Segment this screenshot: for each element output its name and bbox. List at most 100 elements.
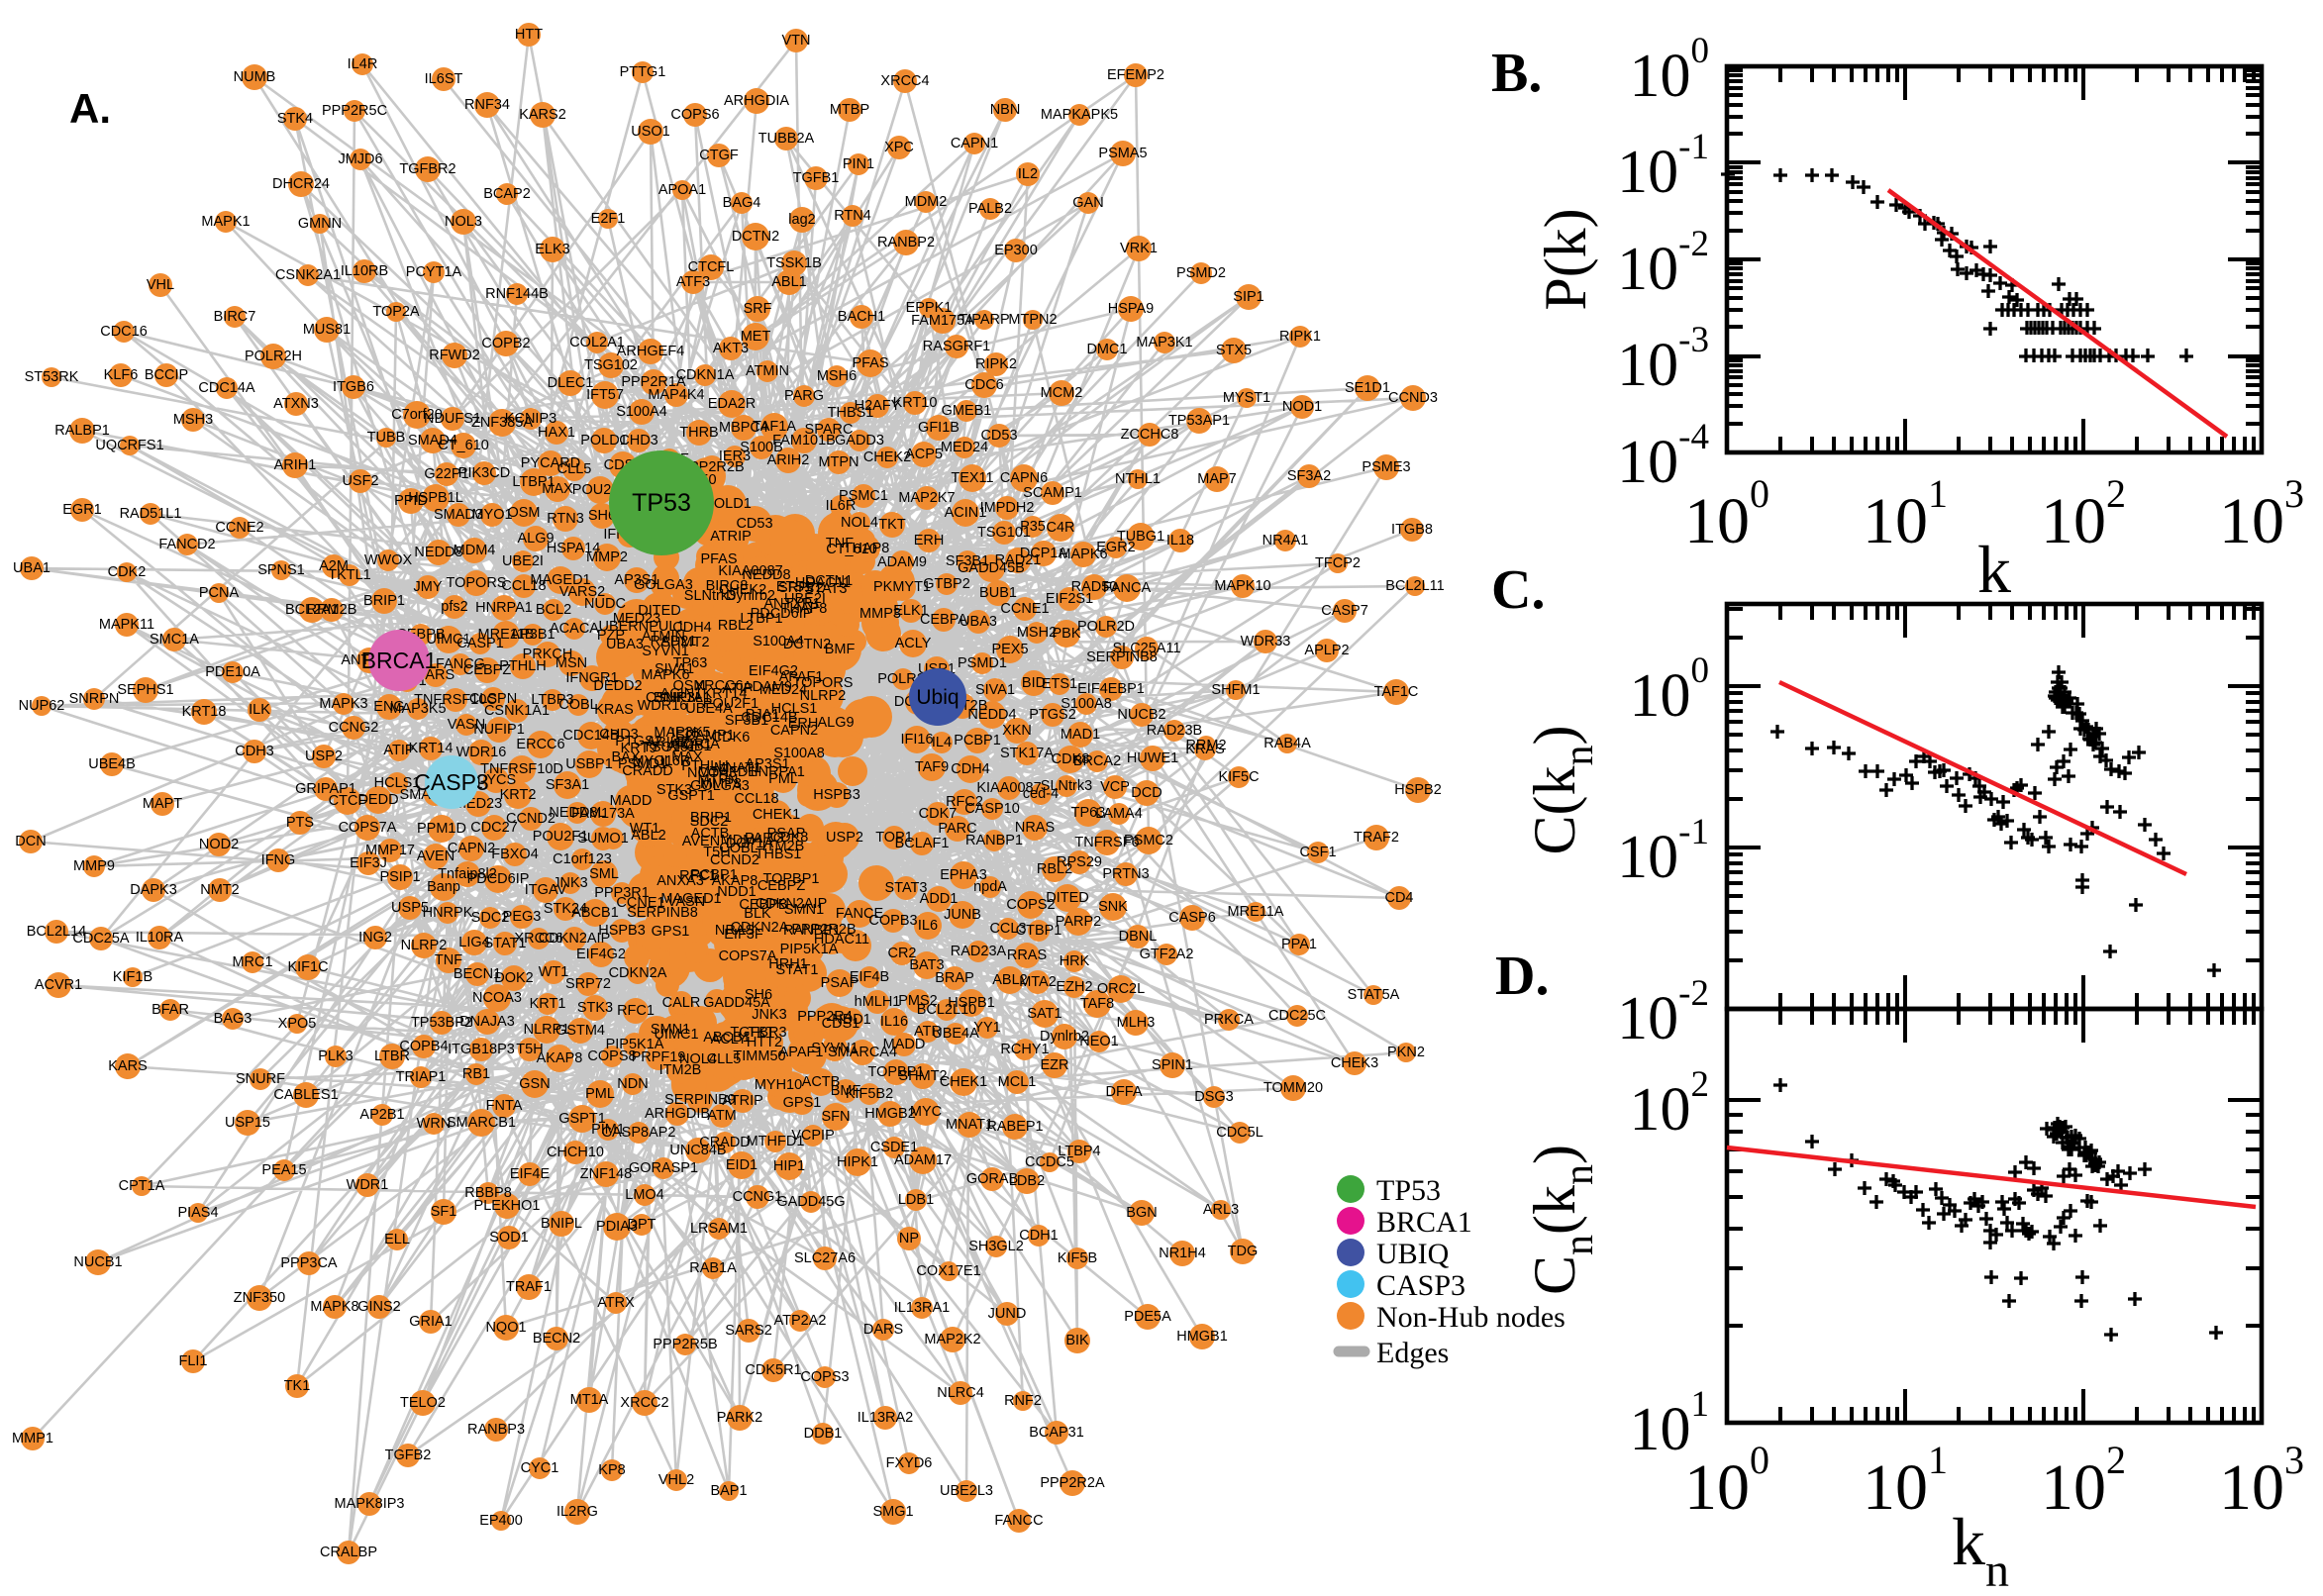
svg-text:EIF4EBP1: EIF4EBP1 bbox=[1077, 681, 1145, 697]
svg-text:SH6: SH6 bbox=[745, 987, 772, 1003]
svg-text:LTBP3: LTBP3 bbox=[531, 692, 573, 708]
svg-text:CALR: CALR bbox=[662, 995, 701, 1011]
svg-text:TUBB: TUBB bbox=[367, 430, 406, 446]
svg-text:RBBP8: RBBP8 bbox=[464, 1185, 512, 1201]
svg-text:SNK: SNK bbox=[1098, 899, 1128, 915]
svg-text:GINS2: GINS2 bbox=[357, 1299, 401, 1315]
svg-text:LRSAM1: LRSAM1 bbox=[690, 1221, 748, 1237]
svg-text:VHL2: VHL2 bbox=[658, 1472, 694, 1488]
svg-text:PSMC1: PSMC1 bbox=[839, 488, 888, 504]
svg-text:A2M: A2M bbox=[319, 558, 349, 574]
svg-text:LTBP1: LTBP1 bbox=[512, 474, 555, 490]
svg-text:KRT1: KRT1 bbox=[530, 996, 566, 1012]
svg-text:PFAS: PFAS bbox=[700, 551, 737, 567]
svg-text:ZCCHC8: ZCCHC8 bbox=[1121, 427, 1179, 443]
svg-text:VCPIP: VCPIP bbox=[791, 1128, 835, 1144]
svg-text:HSPA9: HSPA9 bbox=[1108, 301, 1154, 317]
svg-text:BIRC7: BIRC7 bbox=[214, 309, 256, 325]
svg-text:JMY: JMY bbox=[414, 579, 443, 595]
svg-text:ING2: ING2 bbox=[358, 930, 392, 946]
svg-text:UQCRFS1: UQCRFS1 bbox=[95, 438, 163, 453]
svg-text:EPPK1: EPPK1 bbox=[906, 300, 953, 316]
svg-text:GTF2A2: GTF2A2 bbox=[1140, 947, 1194, 962]
svg-text:VTN: VTN bbox=[782, 33, 811, 49]
svg-text:USBP1: USBP1 bbox=[565, 756, 613, 772]
svg-text:BRCA2: BRCA2 bbox=[1073, 753, 1121, 769]
svg-text:Dynlrb2: Dynlrb2 bbox=[726, 588, 775, 604]
svg-text:MYST1: MYST1 bbox=[1223, 390, 1270, 406]
svg-text:RB1: RB1 bbox=[462, 1066, 490, 1082]
svg-text:PRKCH: PRKCH bbox=[523, 647, 573, 662]
svg-text:MTBP: MTBP bbox=[830, 102, 869, 118]
svg-text:SNRPN: SNRPN bbox=[69, 691, 120, 707]
svg-text:ZNF385A: ZNF385A bbox=[471, 415, 533, 431]
svg-text:ced-4: ced-4 bbox=[1023, 786, 1059, 802]
svg-text:A.: A. bbox=[69, 85, 111, 132]
svg-text:PIM1: PIM1 bbox=[591, 1122, 625, 1138]
svg-text:EGR1: EGR1 bbox=[62, 502, 102, 518]
svg-text:SMG1: SMG1 bbox=[872, 1504, 913, 1520]
svg-text:HSPB1L: HSPB1L bbox=[408, 490, 463, 506]
svg-text:TSSK1B: TSSK1B bbox=[766, 255, 822, 271]
svg-text:SIVA1: SIVA1 bbox=[975, 682, 1015, 698]
svg-text:UBE4B: UBE4B bbox=[88, 756, 136, 772]
svg-text:IL16: IL16 bbox=[880, 1014, 908, 1030]
svg-text:TKT: TKT bbox=[878, 517, 906, 533]
svg-text:MYC: MYC bbox=[910, 1104, 942, 1120]
svg-text:CAPN6: CAPN6 bbox=[1000, 470, 1048, 486]
svg-text:MRE11A: MRE11A bbox=[1228, 904, 1284, 920]
svg-text:LAMA4: LAMA4 bbox=[1095, 806, 1143, 822]
svg-text:UIMC1: UIMC1 bbox=[654, 1027, 698, 1043]
svg-text:SUMO1: SUMO1 bbox=[577, 831, 629, 847]
svg-text:MAPT: MAPT bbox=[143, 796, 182, 812]
svg-text:RANBP2: RANBP2 bbox=[877, 235, 935, 250]
svg-text:PPM1D: PPM1D bbox=[417, 821, 466, 837]
svg-text:HSPB3: HSPB3 bbox=[813, 787, 860, 803]
svg-text:RFC1: RFC1 bbox=[617, 1003, 655, 1019]
svg-text:CDC14A: CDC14A bbox=[198, 380, 255, 396]
svg-text:VRK1: VRK1 bbox=[1120, 241, 1158, 256]
svg-text:ATF3: ATF3 bbox=[676, 274, 710, 290]
svg-text:FLI1: FLI1 bbox=[178, 1353, 207, 1369]
svg-text:CSNK2A1: CSNK2A1 bbox=[275, 267, 341, 283]
svg-text:KARS2: KARS2 bbox=[519, 107, 566, 123]
svg-text:ACTB: ACTB bbox=[691, 826, 730, 842]
svg-text:SF1: SF1 bbox=[431, 1204, 457, 1220]
svg-text:TOP1: TOP1 bbox=[674, 737, 712, 752]
svg-text:RASGRF1: RASGRF1 bbox=[923, 339, 991, 354]
svg-text:CHCH10: CHCH10 bbox=[547, 1145, 604, 1160]
svg-text:RNF144B: RNF144B bbox=[485, 286, 549, 302]
svg-text:MAP7: MAP7 bbox=[1197, 471, 1237, 487]
svg-text:HSPB1: HSPB1 bbox=[948, 995, 995, 1011]
svg-text:PPP2R5B: PPP2R5B bbox=[653, 1337, 717, 1352]
svg-text:BCAP31: BCAP31 bbox=[1029, 1425, 1084, 1441]
svg-text:NUCB2: NUCB2 bbox=[1117, 707, 1165, 723]
svg-text:KRT14: KRT14 bbox=[409, 741, 454, 756]
svg-text:CDC16: CDC16 bbox=[100, 324, 148, 340]
svg-text:MSH6: MSH6 bbox=[817, 368, 857, 384]
svg-text:ELL: ELL bbox=[384, 1232, 410, 1247]
svg-text:GORASP1: GORASP1 bbox=[629, 1160, 698, 1176]
svg-text:VHL: VHL bbox=[147, 277, 174, 293]
svg-text:TAF1A: TAF1A bbox=[753, 419, 796, 435]
svg-text:CEBPA: CEBPA bbox=[920, 612, 967, 628]
svg-text:CAPN2: CAPN2 bbox=[448, 841, 495, 856]
svg-text:ITGB8: ITGB8 bbox=[1391, 522, 1433, 538]
svg-text:MAPKAPK5: MAPKAPK5 bbox=[1041, 107, 1118, 123]
svg-text:CCND2: CCND2 bbox=[710, 852, 759, 868]
svg-text:MMP1: MMP1 bbox=[12, 1431, 53, 1446]
svg-text:SCAMP1: SCAMP1 bbox=[1023, 485, 1082, 501]
svg-text:WDR1: WDR1 bbox=[347, 1177, 389, 1193]
svg-text:SMC1A: SMC1A bbox=[150, 632, 199, 648]
svg-text:NUMB: NUMB bbox=[234, 69, 276, 85]
svg-text:CDH1: CDH1 bbox=[1019, 1228, 1058, 1244]
svg-text:CAPN1: CAPN1 bbox=[951, 136, 998, 151]
svg-text:IL6: IL6 bbox=[918, 918, 938, 934]
svg-text:ARL3: ARL3 bbox=[1203, 1202, 1239, 1218]
svg-text:XRCC6: XRCC6 bbox=[694, 678, 743, 694]
svg-text:MTA2: MTA2 bbox=[1019, 974, 1057, 990]
svg-text:DPT: DPT bbox=[628, 1217, 656, 1233]
svg-text:KP8: KP8 bbox=[598, 1462, 625, 1478]
svg-text:IL10RB: IL10RB bbox=[341, 263, 388, 279]
svg-text:BFAR: BFAR bbox=[152, 1002, 189, 1018]
